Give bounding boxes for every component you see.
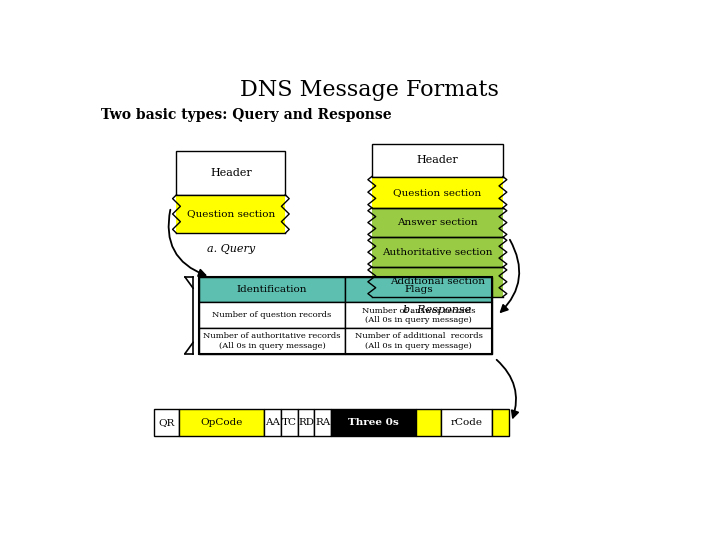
Bar: [346, 302, 492, 328]
Bar: [346, 328, 492, 354]
Bar: [492, 409, 508, 436]
Bar: [441, 409, 492, 436]
Bar: [154, 409, 179, 436]
Text: Answer section: Answer section: [397, 218, 477, 227]
Text: Number of question records: Number of question records: [212, 312, 332, 319]
Text: Two basic types: Query and Response: Two basic types: Query and Response: [101, 109, 392, 123]
Bar: [176, 195, 285, 233]
Text: Header: Header: [416, 155, 458, 165]
Bar: [415, 409, 441, 436]
Text: RA: RA: [315, 417, 330, 427]
Text: Authoritative section: Authoritative section: [382, 248, 492, 256]
Text: OpCode: OpCode: [200, 417, 243, 427]
Bar: [331, 409, 415, 436]
Text: DNS Message Formats: DNS Message Formats: [240, 79, 498, 102]
Text: Three 0s: Three 0s: [348, 417, 399, 427]
Text: Header: Header: [210, 168, 252, 178]
Text: Number of answer records
(All 0s in query message): Number of answer records (All 0s in quer…: [361, 307, 475, 324]
Bar: [372, 238, 503, 267]
Bar: [372, 177, 503, 208]
Bar: [315, 409, 331, 436]
Text: QR: QR: [158, 417, 175, 427]
Text: Number of authoritative records
(All 0s in query message): Number of authoritative records (All 0s …: [203, 332, 341, 349]
Bar: [176, 151, 285, 195]
Bar: [199, 277, 346, 302]
Text: a. Query: a. Query: [207, 244, 255, 254]
Bar: [281, 409, 297, 436]
Bar: [372, 208, 503, 238]
Bar: [372, 267, 503, 296]
Bar: [199, 277, 492, 354]
Text: Identification: Identification: [237, 285, 307, 294]
Text: rCode: rCode: [450, 417, 482, 427]
Text: Question section: Question section: [186, 210, 275, 219]
Bar: [372, 144, 503, 177]
Text: AA: AA: [265, 417, 280, 427]
Text: Additional section: Additional section: [390, 278, 485, 286]
Bar: [297, 409, 315, 436]
Text: Number of additional  records
(All 0s in query message): Number of additional records (All 0s in …: [354, 332, 482, 349]
Text: Flags: Flags: [404, 285, 433, 294]
Bar: [264, 409, 281, 436]
Text: b. Response: b. Response: [403, 305, 472, 315]
Text: RD: RD: [298, 417, 314, 427]
Bar: [199, 328, 346, 354]
Bar: [346, 277, 492, 302]
Text: TC: TC: [282, 417, 297, 427]
Bar: [199, 302, 346, 328]
Bar: [179, 409, 264, 436]
Text: Question section: Question section: [393, 187, 482, 197]
